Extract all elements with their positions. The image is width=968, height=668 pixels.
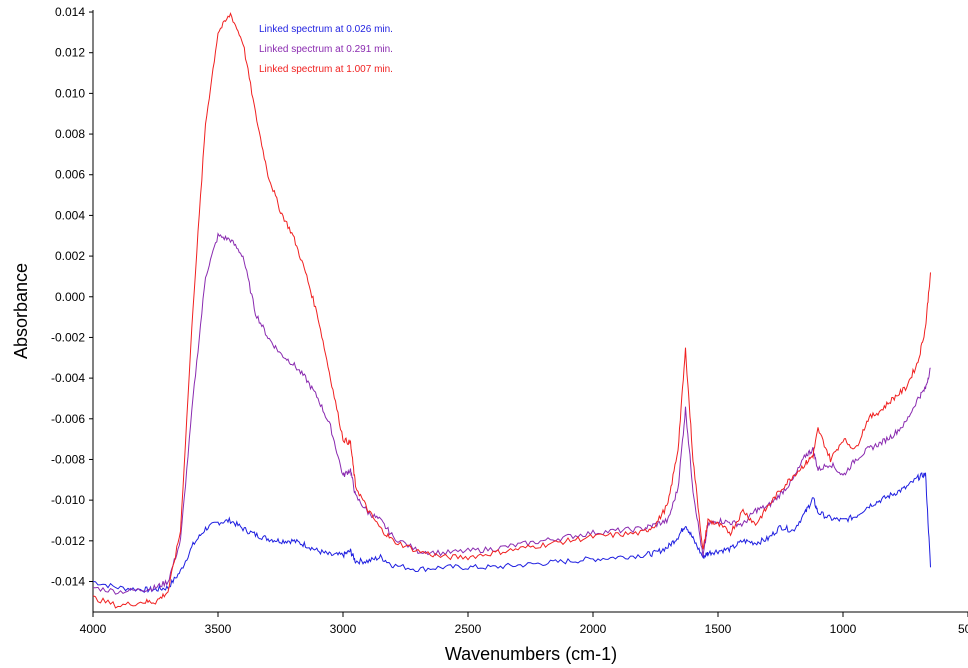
y-tick-label: 0.008 (55, 127, 85, 141)
legend: Linked spectrum at 0.026 min. Linked spec… (259, 24, 393, 75)
x-tick-label: 1500 (705, 622, 732, 636)
series-line-3 (92, 12, 931, 609)
legend-entry-3: Linked spectrum at 1.007 min. (259, 64, 393, 75)
series-line-1 (92, 472, 931, 594)
y-tick-label: 0.004 (55, 208, 85, 222)
x-tick-label: 3000 (330, 622, 357, 636)
y-tick-label: 0.014 (55, 5, 85, 19)
x-tick-label: 4000 (80, 622, 107, 636)
y-tick-label: -0.004 (51, 371, 85, 385)
x-tick-label: 2000 (580, 622, 607, 636)
y-tick-label: -0.014 (51, 574, 85, 588)
series-line-2 (93, 232, 931, 595)
y-tick-label: -0.012 (51, 534, 85, 548)
x-tick-label: 3500 (205, 622, 232, 636)
x-axis-title: Wavenumbers (cm-1) (445, 644, 617, 664)
x-tick-label: 2500 (455, 622, 482, 636)
x-axis-ticks: 4000 3500 3000 2500 2000 1500 1000 500 (80, 612, 968, 636)
y-axis-title: Absorbance (11, 263, 31, 359)
x-tick-label: 500 (958, 622, 968, 636)
y-tick-label: -0.006 (51, 412, 85, 426)
y-axis-ticks: 0.014 0.012 0.010 0.008 0.006 0.004 0.002 0.000… (51, 5, 93, 588)
legend-entry-1: Linked spectrum at 0.026 min. (259, 24, 393, 35)
y-tick-label: -0.002 (51, 330, 85, 344)
y-tick-label: 0.000 (55, 290, 85, 304)
legend-entry-2: Linked spectrum at 0.291 min. (259, 44, 393, 55)
x-tick-label: 1000 (830, 622, 857, 636)
y-tick-label: -0.010 (51, 493, 85, 507)
y-tick-label: 0.012 (55, 46, 85, 60)
y-tick-label: 0.002 (55, 249, 85, 263)
plot-frame (92, 10, 968, 613)
y-tick-label: 0.010 (55, 86, 85, 100)
series-lines (92, 12, 931, 609)
y-tick-label: -0.008 (51, 452, 85, 466)
y-tick-label: 0.006 (55, 168, 85, 182)
